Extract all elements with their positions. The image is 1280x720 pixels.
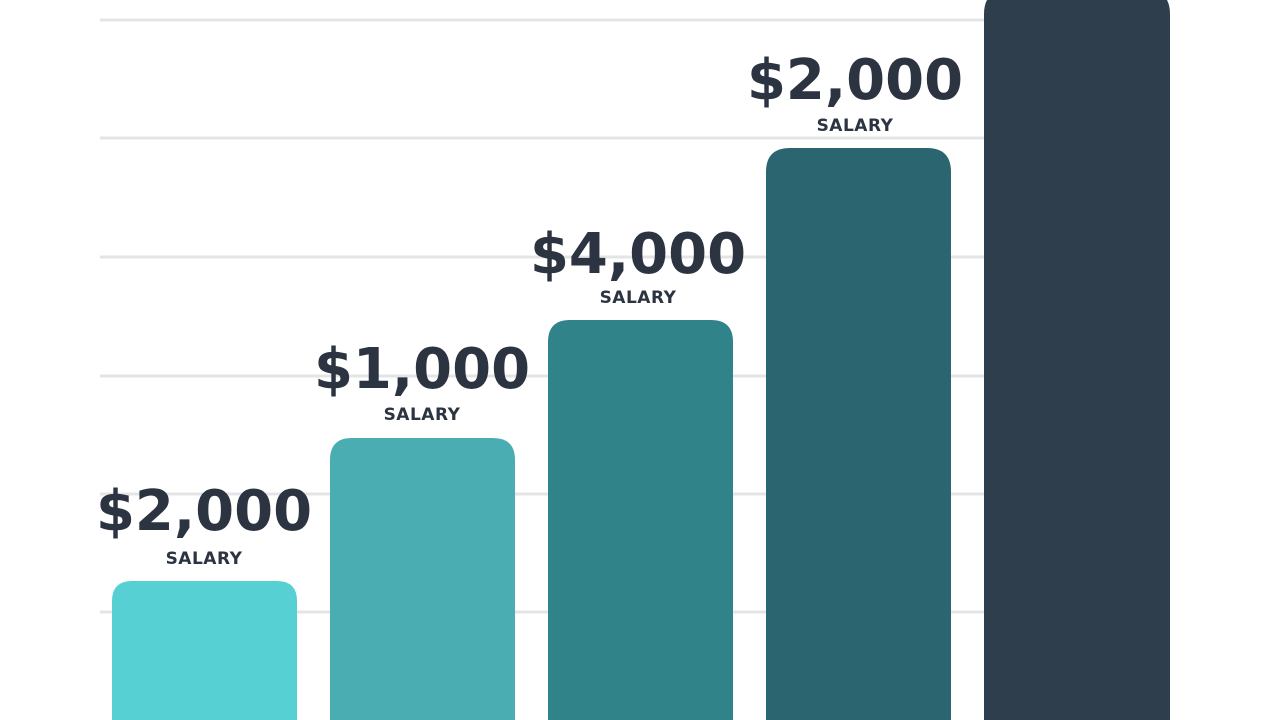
amount-label: $2,000 — [747, 48, 963, 113]
amount-label: $4,000 — [530, 222, 746, 287]
caption-label: SALARY — [166, 549, 243, 569]
bar — [548, 320, 733, 720]
bars — [112, 0, 1170, 720]
labels: $2,000 SALARY $1,000 SALARY $4,000 SALAR… — [96, 48, 963, 569]
caption-label: SALARY — [600, 288, 677, 308]
bar — [112, 581, 297, 720]
caption-label: SALARY — [384, 405, 461, 425]
bar — [766, 148, 951, 720]
bar — [984, 0, 1170, 720]
amount-label: $1,000 — [314, 337, 530, 402]
amount-label: $2,000 — [96, 479, 312, 544]
bar — [330, 438, 515, 720]
caption-label: SALARY — [817, 116, 894, 136]
